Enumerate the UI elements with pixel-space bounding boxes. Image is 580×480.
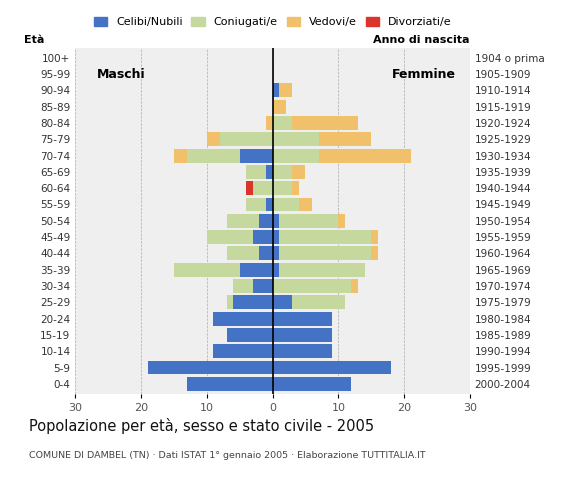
Bar bbox=[371, 230, 378, 244]
Bar bbox=[279, 214, 338, 228]
Bar bbox=[292, 295, 345, 309]
Bar bbox=[187, 377, 273, 391]
Bar bbox=[174, 263, 240, 276]
Bar bbox=[266, 165, 273, 179]
Bar bbox=[273, 246, 279, 260]
Text: COMUNE DI DAMBEL (TN) · Dati ISTAT 1° gennaio 2005 · Elaborazione TUTTITALIA.IT: COMUNE DI DAMBEL (TN) · Dati ISTAT 1° ge… bbox=[29, 451, 426, 460]
Bar bbox=[273, 360, 391, 374]
Bar bbox=[227, 214, 259, 228]
Bar bbox=[299, 198, 312, 211]
Bar bbox=[273, 181, 292, 195]
Bar bbox=[240, 149, 273, 163]
Bar bbox=[273, 295, 292, 309]
Bar bbox=[259, 214, 273, 228]
Bar bbox=[273, 165, 292, 179]
Bar bbox=[227, 246, 259, 260]
Legend: Celibi/Nubili, Coniugati/e, Vedovi/e, Divorziati/e: Celibi/Nubili, Coniugati/e, Vedovi/e, Di… bbox=[89, 12, 456, 31]
Text: Femmine: Femmine bbox=[392, 68, 456, 81]
Bar bbox=[233, 279, 253, 293]
Bar bbox=[273, 100, 286, 114]
Bar bbox=[207, 230, 253, 244]
Bar bbox=[273, 84, 279, 97]
Bar bbox=[187, 149, 240, 163]
Bar bbox=[273, 279, 351, 293]
Bar bbox=[273, 377, 351, 391]
Text: Popolazione per età, sesso e stato civile - 2005: Popolazione per età, sesso e stato civil… bbox=[29, 418, 374, 433]
Bar bbox=[292, 165, 306, 179]
Bar bbox=[273, 149, 318, 163]
Bar bbox=[292, 181, 299, 195]
Bar bbox=[213, 344, 273, 358]
Bar bbox=[371, 246, 378, 260]
Bar bbox=[273, 116, 292, 130]
Bar bbox=[279, 263, 365, 276]
Bar bbox=[220, 132, 273, 146]
Bar bbox=[174, 149, 187, 163]
Bar bbox=[338, 214, 345, 228]
Text: Età: Età bbox=[24, 35, 45, 45]
Bar bbox=[273, 312, 332, 325]
Bar bbox=[253, 230, 273, 244]
Bar bbox=[240, 263, 273, 276]
Text: Anno di nascita: Anno di nascita bbox=[374, 35, 470, 45]
Bar bbox=[279, 230, 371, 244]
Bar bbox=[266, 198, 273, 211]
Bar bbox=[266, 116, 273, 130]
Bar bbox=[273, 214, 279, 228]
Bar bbox=[273, 230, 279, 244]
Bar bbox=[279, 246, 371, 260]
Bar bbox=[246, 181, 253, 195]
Bar bbox=[227, 328, 273, 342]
Bar bbox=[273, 198, 299, 211]
Bar bbox=[273, 328, 332, 342]
Bar bbox=[253, 181, 273, 195]
Bar bbox=[279, 84, 292, 97]
Bar bbox=[318, 149, 411, 163]
Text: Maschi: Maschi bbox=[97, 68, 146, 81]
Bar bbox=[246, 165, 266, 179]
Bar bbox=[273, 344, 332, 358]
Bar bbox=[292, 116, 358, 130]
Bar bbox=[351, 279, 358, 293]
Bar bbox=[227, 295, 233, 309]
Bar bbox=[273, 263, 279, 276]
Bar bbox=[253, 279, 273, 293]
Bar bbox=[273, 132, 318, 146]
Bar bbox=[233, 295, 273, 309]
Bar bbox=[213, 312, 273, 325]
Bar bbox=[259, 246, 273, 260]
Bar bbox=[246, 198, 266, 211]
Bar bbox=[207, 132, 220, 146]
Bar bbox=[318, 132, 371, 146]
Bar bbox=[148, 360, 273, 374]
